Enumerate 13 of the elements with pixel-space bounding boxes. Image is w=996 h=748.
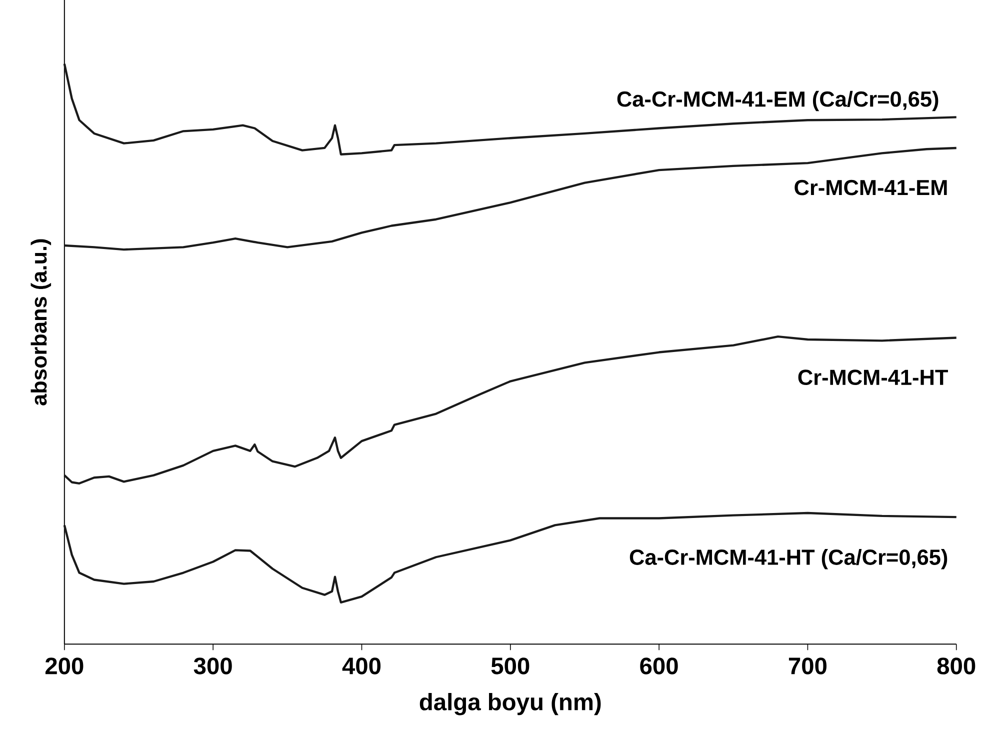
series-label: Ca-Cr-MCM-41-EM (Ca/Cr=0,65) (617, 90, 938, 111)
series-label: Cr-MCM-41-EM (794, 180, 947, 196)
series-label: Cr-MCM-41-HT (798, 370, 948, 385)
x-tick-label: 300 (194, 657, 232, 674)
series-label: Ca-Cr-MCM-41-HT (Ca/Cr=0,65) (630, 548, 948, 570)
y-axis-title: absorbans (a.u.) (30, 239, 52, 406)
x-tick-label: 600 (640, 657, 678, 674)
x-tick-label: 800 (937, 657, 976, 674)
x-tick-label: 700 (788, 657, 826, 674)
x-tick-label: 500 (491, 657, 530, 674)
x-axis-title: dalga boyu (nm) (420, 692, 601, 716)
x-tick-label: 400 (342, 657, 381, 674)
x-tick-label: 200 (45, 657, 84, 674)
